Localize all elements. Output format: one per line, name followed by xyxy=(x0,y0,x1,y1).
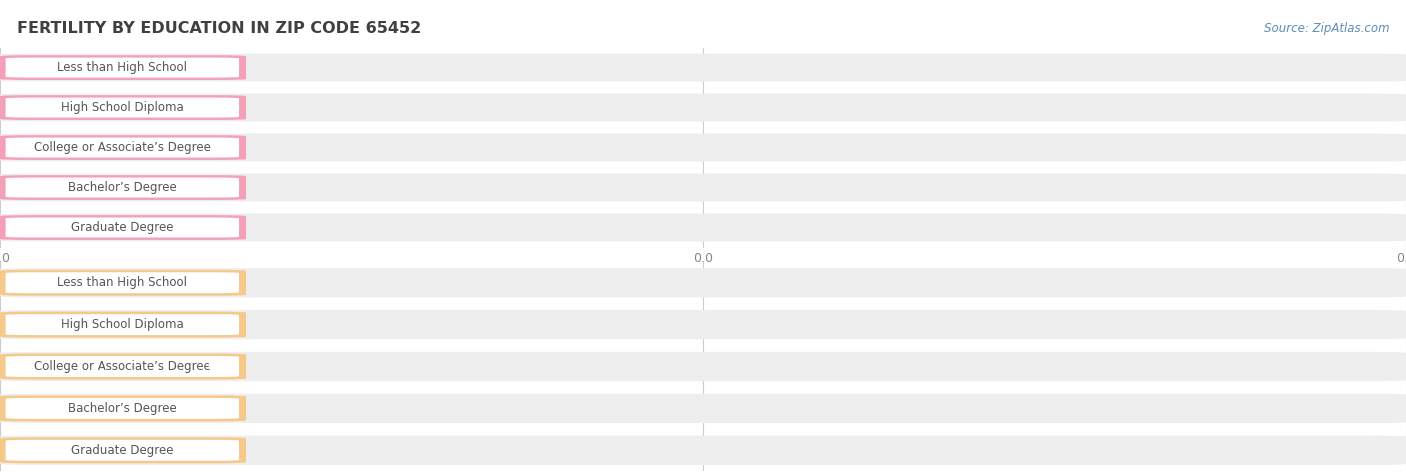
Text: 0.0: 0.0 xyxy=(219,101,240,114)
FancyBboxPatch shape xyxy=(0,394,1406,423)
FancyBboxPatch shape xyxy=(0,270,246,296)
FancyBboxPatch shape xyxy=(6,218,239,238)
Text: Bachelor’s Degree: Bachelor’s Degree xyxy=(67,402,177,415)
FancyBboxPatch shape xyxy=(6,272,239,293)
FancyBboxPatch shape xyxy=(6,440,239,461)
Text: College or Associate’s Degree: College or Associate’s Degree xyxy=(34,141,211,154)
FancyBboxPatch shape xyxy=(0,396,246,421)
FancyBboxPatch shape xyxy=(0,175,246,200)
Text: High School Diploma: High School Diploma xyxy=(60,318,184,331)
FancyBboxPatch shape xyxy=(6,58,239,78)
Text: 0.0%: 0.0% xyxy=(208,402,240,415)
FancyBboxPatch shape xyxy=(6,98,239,118)
Text: High School Diploma: High School Diploma xyxy=(60,101,184,114)
FancyBboxPatch shape xyxy=(0,95,246,120)
FancyBboxPatch shape xyxy=(0,215,246,240)
Text: FERTILITY BY EDUCATION IN ZIP CODE 65452: FERTILITY BY EDUCATION IN ZIP CODE 65452 xyxy=(17,21,422,36)
FancyBboxPatch shape xyxy=(6,356,239,377)
FancyBboxPatch shape xyxy=(0,437,246,463)
Text: Source: ZipAtlas.com: Source: ZipAtlas.com xyxy=(1264,22,1389,35)
FancyBboxPatch shape xyxy=(0,55,246,80)
Text: Less than High School: Less than High School xyxy=(58,276,187,289)
FancyBboxPatch shape xyxy=(6,138,239,158)
FancyBboxPatch shape xyxy=(6,178,239,198)
FancyBboxPatch shape xyxy=(0,54,1406,81)
FancyBboxPatch shape xyxy=(0,312,246,337)
Text: 0.0%: 0.0% xyxy=(208,444,240,457)
FancyBboxPatch shape xyxy=(0,174,1406,201)
FancyBboxPatch shape xyxy=(0,354,246,379)
Text: College or Associate’s Degree: College or Associate’s Degree xyxy=(34,360,211,373)
Text: Graduate Degree: Graduate Degree xyxy=(72,444,173,457)
FancyBboxPatch shape xyxy=(0,352,1406,381)
Text: 0.0: 0.0 xyxy=(219,61,240,74)
FancyBboxPatch shape xyxy=(0,436,1406,465)
FancyBboxPatch shape xyxy=(0,94,1406,121)
Text: 0.0: 0.0 xyxy=(219,221,240,234)
FancyBboxPatch shape xyxy=(0,135,246,160)
Text: 0.0%: 0.0% xyxy=(208,276,240,289)
FancyBboxPatch shape xyxy=(0,268,1406,298)
FancyBboxPatch shape xyxy=(6,314,239,335)
FancyBboxPatch shape xyxy=(0,214,1406,241)
Text: 0.0: 0.0 xyxy=(219,181,240,194)
Text: 0.0%: 0.0% xyxy=(208,360,240,373)
FancyBboxPatch shape xyxy=(0,310,1406,339)
FancyBboxPatch shape xyxy=(0,134,1406,161)
FancyBboxPatch shape xyxy=(6,398,239,419)
Text: Less than High School: Less than High School xyxy=(58,61,187,74)
Text: Graduate Degree: Graduate Degree xyxy=(72,221,173,234)
Text: 0.0%: 0.0% xyxy=(208,318,240,331)
Text: Bachelor’s Degree: Bachelor’s Degree xyxy=(67,181,177,194)
Text: 0.0: 0.0 xyxy=(219,141,240,154)
